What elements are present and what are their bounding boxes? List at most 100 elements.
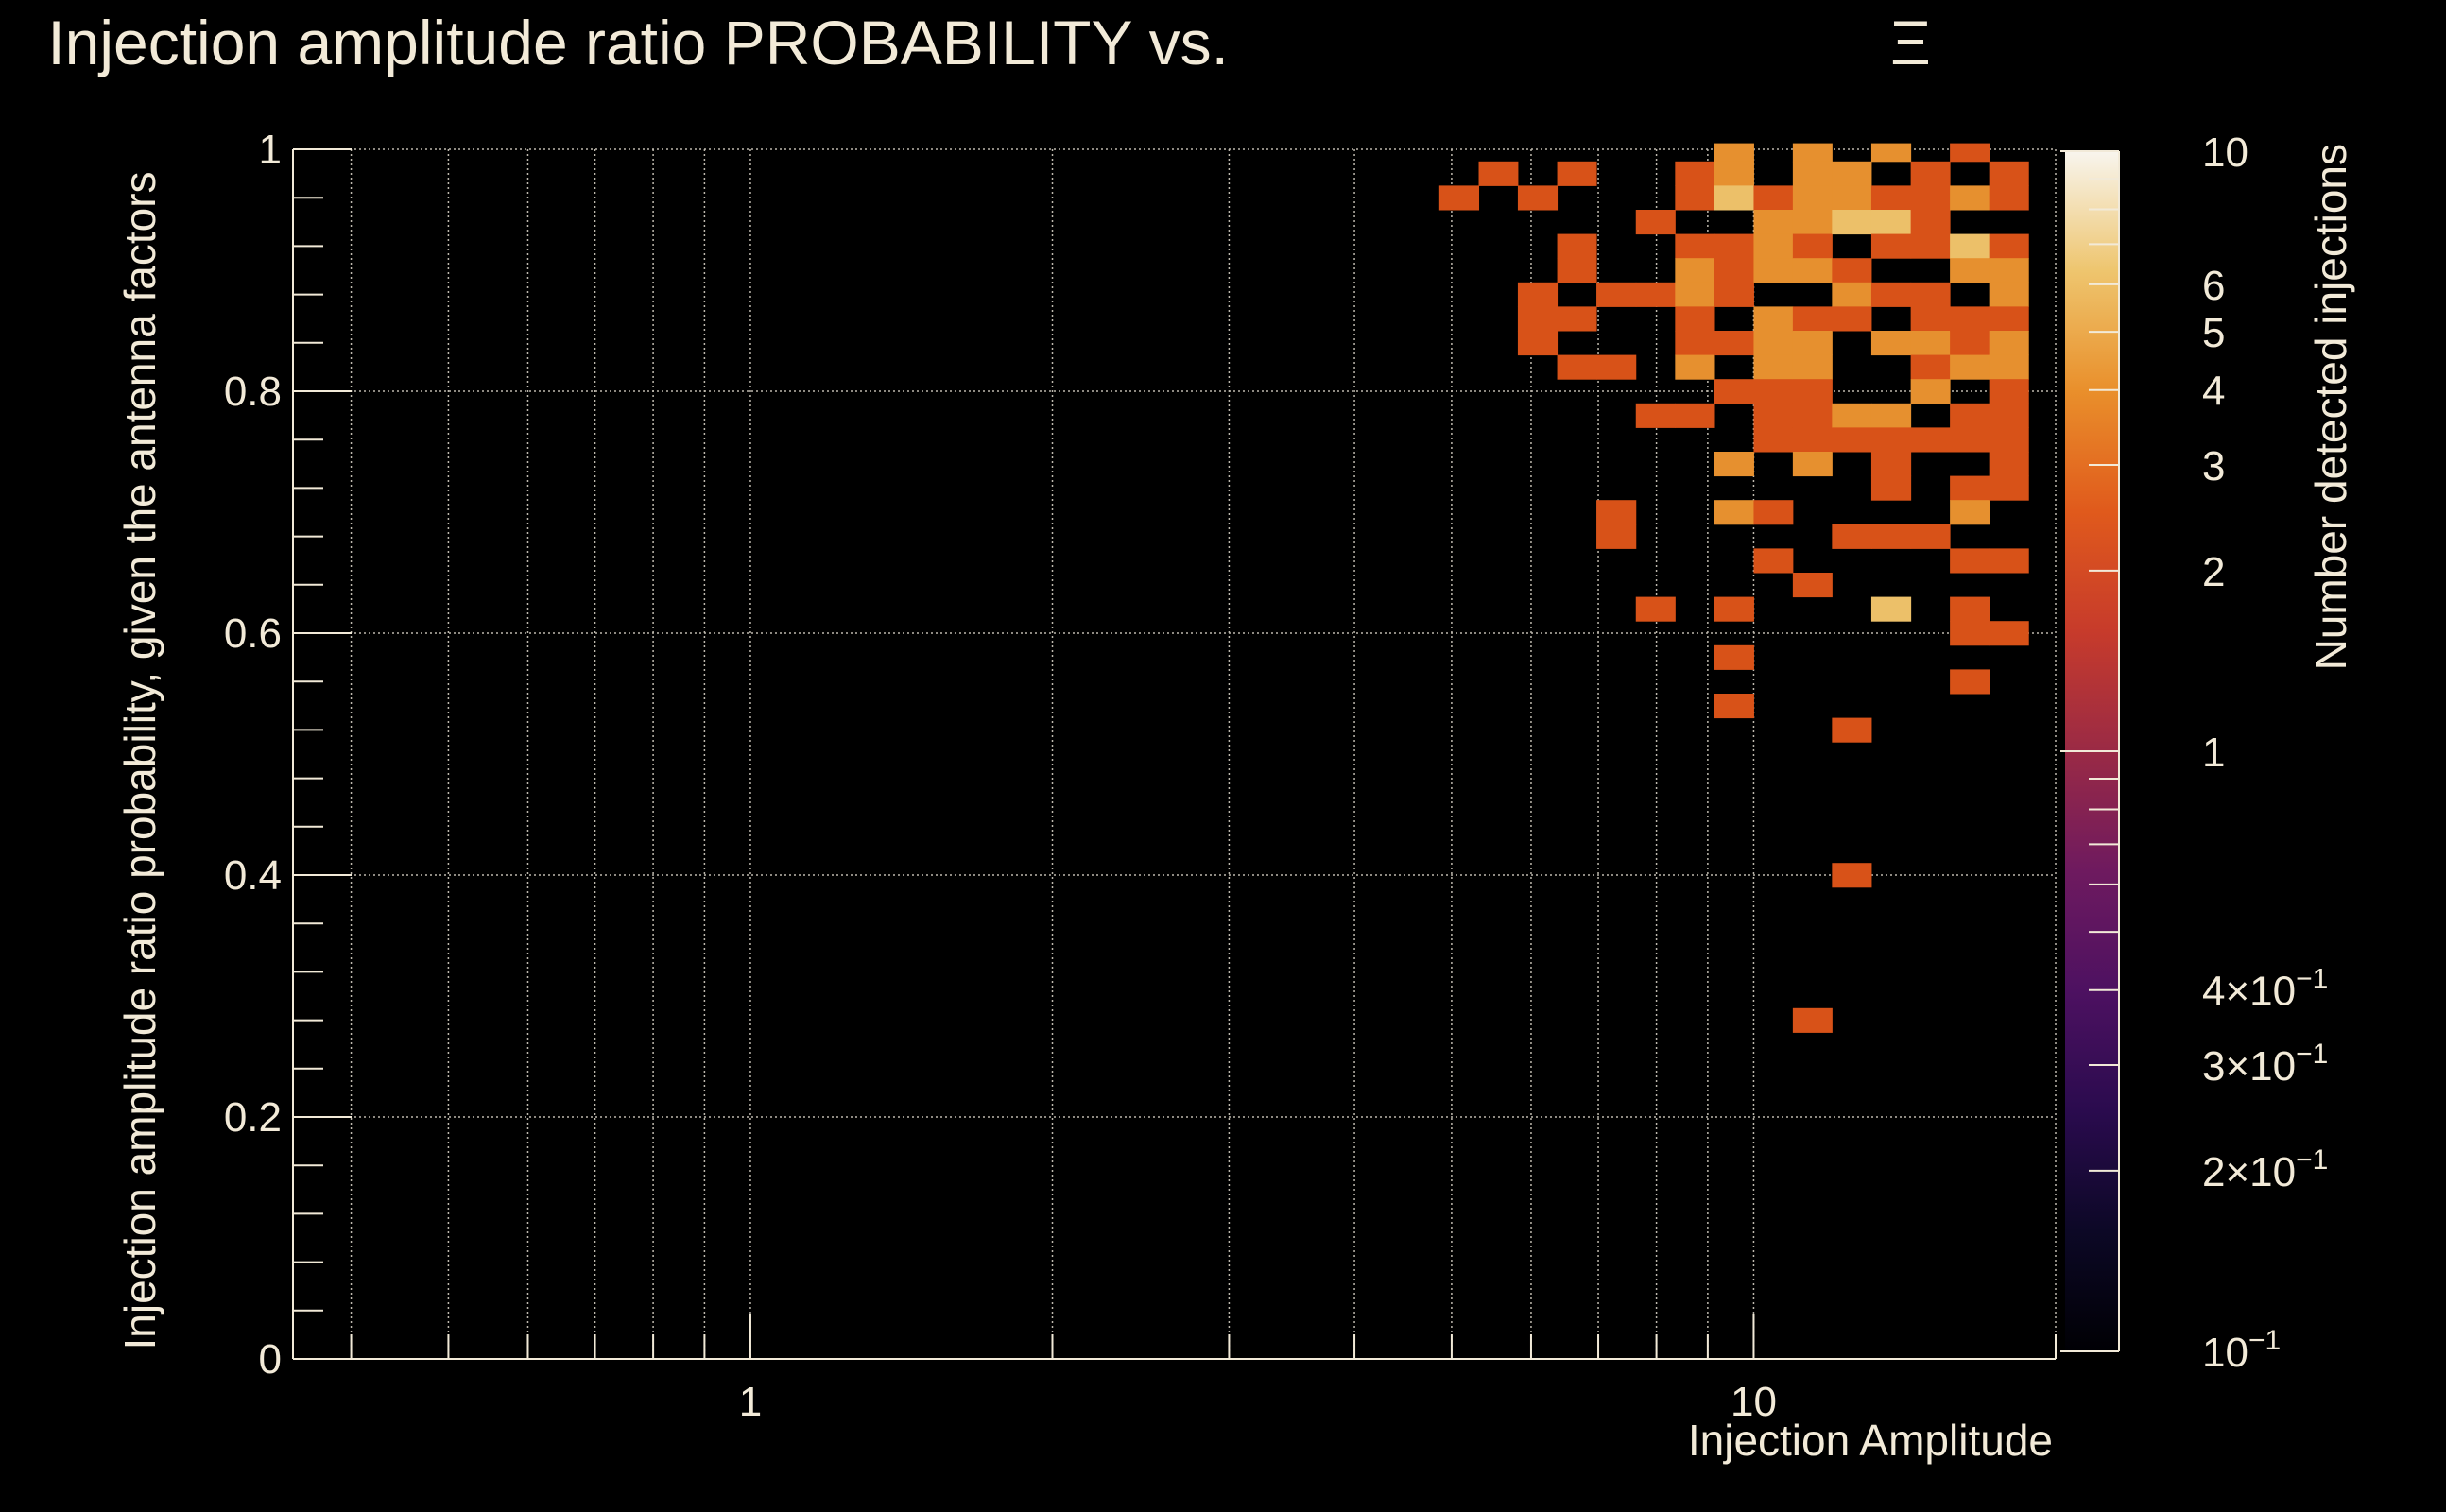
heatmap-cell	[1753, 185, 1794, 211]
heatmap-cell	[1989, 282, 2029, 307]
heatmap-cell	[1950, 306, 1990, 332]
heatmap-cell	[1910, 185, 1951, 211]
heatmap-cell	[1950, 475, 1990, 501]
heatmap-cell	[1792, 210, 1833, 235]
colorbar-tick-label: 10	[2202, 129, 2248, 176]
heatmap-cell	[1517, 306, 1559, 332]
colorbar-tick-label: 4	[2202, 369, 2225, 415]
y-tick-label: 0	[259, 1336, 282, 1383]
heatmap-cell	[1989, 475, 2029, 501]
heatmap-cell	[1832, 427, 1872, 453]
heatmap-cell	[1989, 354, 2029, 380]
heatmap-cell	[1714, 694, 1754, 719]
heatmap-cell	[1989, 548, 2029, 574]
heatmap-cell	[1989, 306, 2029, 332]
heatmap-cell	[1910, 524, 1951, 549]
heatmap-cell	[1832, 403, 1872, 428]
y-tick-label: 0.6	[224, 610, 282, 657]
plot-frame	[292, 149, 2056, 1360]
heatmap-cell	[1870, 331, 1912, 356]
heatmap-cell	[1517, 282, 1559, 307]
heatmap-cell	[1950, 258, 1990, 284]
heatmap-cell	[1989, 403, 2029, 428]
heatmap-cell	[1870, 185, 1912, 211]
axis-ticks	[293, 148, 2057, 1360]
heatmap-cell	[1870, 475, 1912, 501]
y-tick-label: 0.2	[224, 1094, 282, 1141]
heatmap-cell	[1596, 354, 1637, 380]
heatmap-cell	[1832, 524, 1872, 549]
heatmap-cell	[1910, 210, 1951, 235]
heatmap-cell	[1557, 258, 1597, 284]
heatmap-cell	[1910, 379, 1951, 404]
heatmap-cell	[1714, 282, 1754, 307]
heatmap-cell	[1950, 621, 1990, 646]
y-axis-title: Injection amplitude ratio probability, g…	[115, 171, 164, 1349]
heatmap-cell	[1950, 500, 1990, 525]
x-axis-title: Injection Amplitude	[1688, 1416, 2053, 1465]
heatmap-cell	[1910, 282, 1951, 307]
heatmap-cell	[1675, 185, 1715, 211]
colorbar-tick-label: 5	[2202, 310, 2225, 356]
heatmap-cell	[1753, 331, 1794, 356]
chart-title: Injection amplitude ratio PROBABILITY vs…	[47, 8, 1229, 77]
grid-lines	[293, 148, 2057, 1360]
heatmap-cell	[1989, 427, 2029, 453]
colorbar-tick-label: 2	[2202, 549, 2225, 595]
heatmap-cell	[1910, 306, 1951, 332]
heatmap-cell	[1989, 258, 2029, 284]
heatmap-cell	[1792, 185, 1833, 211]
heatmap-cell	[1753, 233, 1794, 259]
heatmap-cell	[1675, 403, 1715, 428]
heatmap-cell	[1870, 233, 1912, 259]
heatmap-cell	[1753, 427, 1794, 453]
colorbar-tick-label: 3	[2202, 443, 2225, 490]
chart-title-symbol: Ξ	[1890, 8, 1931, 77]
colorbar: 10 65 4 3 2 1 4×10−1 3×10−1 2×10−1 10−1	[2060, 129, 2328, 1376]
heatmap-cell	[1792, 306, 1833, 332]
heatmap-cell	[1870, 596, 1912, 622]
heatmap-cell	[1910, 354, 1951, 380]
heatmap-cell	[1870, 452, 1912, 477]
heatmap-cell	[1753, 379, 1794, 404]
heatmap-cell	[1989, 621, 2029, 646]
heatmap-cell	[1792, 161, 1833, 186]
heatmap-cell	[1910, 161, 1951, 186]
heatmap-cell	[1792, 1007, 1833, 1033]
heatmap-cell	[1792, 403, 1833, 428]
x-tick-label: 1	[739, 1379, 762, 1425]
heatmap-cell	[1753, 210, 1794, 235]
heatmap-cell	[1557, 354, 1597, 380]
heatmap-cell	[1517, 331, 1559, 356]
colorbar-tick-label: 2×10−1	[2202, 1144, 2328, 1195]
heatmap-cell	[1989, 452, 2029, 477]
colorbar-tick-label: 3×10−1	[2202, 1039, 2328, 1090]
heatmap-cell	[1989, 233, 2029, 259]
heatmap-cell	[1714, 258, 1754, 284]
heatmap-cell	[1635, 282, 1676, 307]
heatmap-cell	[1753, 548, 1794, 574]
heatmap-cell	[1675, 354, 1715, 380]
heatmap-cell	[1950, 427, 1990, 453]
heatmap-cell	[1870, 403, 1912, 428]
heatmap-cell	[1675, 161, 1715, 186]
heatmap-cell	[1832, 210, 1872, 235]
heatmap-cell	[1832, 282, 1872, 307]
heatmap-cell	[1792, 452, 1833, 477]
colorbar-tick-label: 6	[2202, 263, 2225, 309]
heatmap-cell	[1753, 403, 1794, 428]
heatmap-cell	[1557, 161, 1597, 186]
heatmap-cell	[1478, 161, 1519, 186]
heatmap-cell	[1596, 500, 1637, 525]
heatmap-cell	[1792, 573, 1833, 598]
heatmap-cell	[1517, 185, 1559, 211]
colorbar-tick-label: 1	[2202, 730, 2225, 776]
heatmap-cell	[1753, 306, 1794, 332]
colorbar-tick-label: 10−1	[2202, 1325, 2281, 1376]
heatmap-cell	[1910, 233, 1951, 259]
heatmap-cell	[1714, 233, 1754, 259]
heatmap-cell	[1714, 452, 1754, 477]
tick-labels: 1 10 0 0.2 0.4 0.6 0.8 1	[224, 127, 1777, 1425]
heatmap-cell	[1714, 143, 1754, 163]
